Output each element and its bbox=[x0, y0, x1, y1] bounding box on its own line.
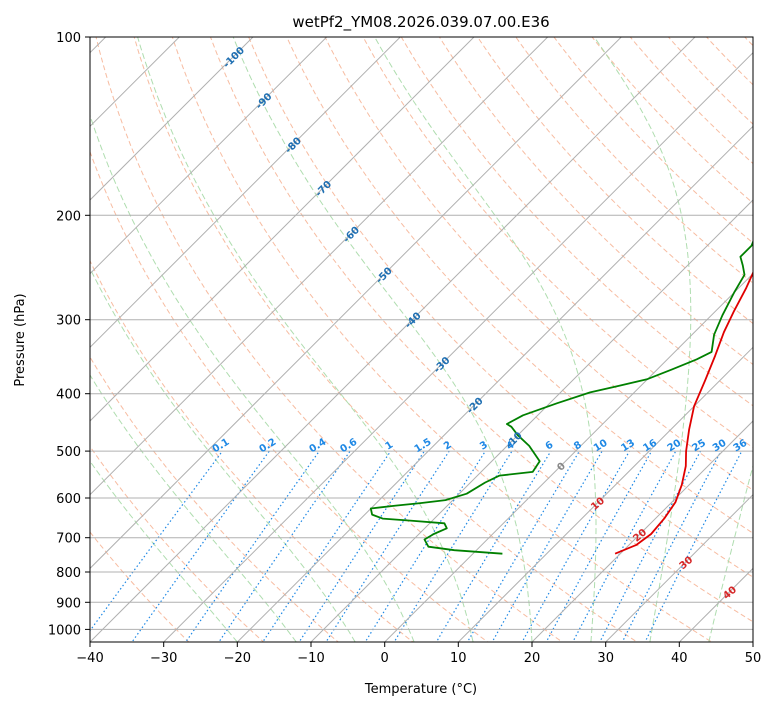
moist-adiabat-line bbox=[90, 460, 238, 642]
mixing-ratio-label: 3 bbox=[478, 439, 490, 452]
y-tick-label: 1000 bbox=[48, 623, 81, 638]
x-tick-label: −40 bbox=[76, 651, 103, 666]
x-tick-label: 50 bbox=[745, 651, 762, 666]
chart-title: wetPf2_YM08.2026.039.07.00.E36 bbox=[292, 13, 549, 32]
isotherm-line bbox=[162, 51, 753, 642]
dry-adiabat-line bbox=[133, 37, 638, 642]
mixing-ratio-label: 8 bbox=[572, 439, 584, 452]
moist-adiabat-line bbox=[593, 37, 692, 642]
moist-adiabat-line bbox=[90, 267, 356, 642]
isotherm-line bbox=[90, 37, 328, 275]
grid-lines bbox=[90, 37, 753, 642]
y-tick-label: 100 bbox=[56, 31, 81, 46]
isotherm-line bbox=[236, 125, 753, 642]
mixing-ratio-label: 6 bbox=[544, 439, 556, 452]
x-tick-label: −30 bbox=[150, 651, 177, 666]
y-tick-label: 600 bbox=[56, 492, 81, 507]
x-tick-label: 20 bbox=[524, 651, 541, 666]
dry-adiabat-line bbox=[667, 37, 753, 125]
moist-adiabat-line bbox=[708, 463, 753, 642]
dry-adiabat-line bbox=[171, 37, 713, 642]
dry-adiabat-line bbox=[476, 37, 753, 325]
isotherm-line bbox=[90, 37, 696, 642]
x-tick-label: 0 bbox=[381, 651, 389, 666]
y-tick-label: 700 bbox=[56, 532, 81, 547]
dry-adiabat-line bbox=[90, 259, 414, 642]
axis-ticks: −40 −30 −20 −10 0 10 20 30 40 50 100 200 300 400 500 60… bbox=[48, 31, 761, 666]
isotherm-line bbox=[604, 493, 753, 642]
dry-adiabat-line bbox=[286, 37, 753, 534]
moist-adiabat-line bbox=[90, 113, 415, 642]
isotherm-line bbox=[90, 37, 402, 349]
x-tick-label: 30 bbox=[597, 651, 614, 666]
isotherm-line bbox=[383, 272, 753, 642]
moist-adiabat-line bbox=[374, 37, 597, 642]
y-tick-label: 500 bbox=[56, 445, 81, 460]
dry-adiabat-line bbox=[90, 150, 489, 642]
x-tick-label: −20 bbox=[224, 651, 251, 666]
isotherm-line bbox=[457, 346, 753, 642]
y-tick-label: 400 bbox=[56, 388, 81, 403]
y-tick-label: 200 bbox=[56, 209, 81, 224]
dry-adiabat-line bbox=[591, 37, 753, 204]
plot-frame bbox=[89, 36, 754, 643]
dry-adiabat-line bbox=[400, 37, 753, 407]
dry-adiabat-line bbox=[209, 37, 753, 623]
isotherm-line bbox=[90, 37, 623, 570]
isotherm-line bbox=[90, 37, 475, 422]
dry-adiabat-line bbox=[95, 37, 564, 642]
profile-lines bbox=[369, 239, 753, 555]
y-tick-label: 300 bbox=[56, 314, 81, 329]
isotherm-line bbox=[90, 37, 549, 496]
y-axis-label: Pressure (hPa) bbox=[13, 293, 28, 386]
dry-adiabat-line bbox=[248, 37, 753, 578]
mixing-ratio-label: 4 bbox=[505, 439, 517, 452]
moist-adiabat-line bbox=[137, 37, 474, 642]
dry-adiabat-line bbox=[362, 37, 753, 449]
dry-adiabat-line bbox=[553, 37, 753, 244]
isotherm-line bbox=[531, 420, 753, 642]
moist-adiabat-line bbox=[90, 374, 297, 642]
y-tick-label: 800 bbox=[56, 566, 81, 581]
isotherm-line bbox=[90, 37, 181, 128]
dry-adiabat-line bbox=[90, 531, 190, 642]
temperature-profile-line bbox=[614, 270, 753, 555]
x-tick-label: 40 bbox=[671, 651, 688, 666]
isotherm-line bbox=[90, 37, 254, 201]
isotherm-line bbox=[310, 199, 753, 642]
x-tick-label: 10 bbox=[450, 651, 467, 666]
mixing-ratio-label: 2 bbox=[442, 439, 454, 452]
y-tick-label: 900 bbox=[56, 596, 81, 611]
mixing-ratio-label: 1 bbox=[384, 439, 396, 452]
moist-adiabat-line bbox=[232, 37, 533, 642]
x-tick-label: −10 bbox=[297, 651, 324, 666]
dewpoint-profile-line bbox=[369, 239, 753, 555]
x-axis-label: Temperature (°C) bbox=[364, 682, 477, 697]
dry-adiabat-line bbox=[90, 445, 265, 642]
